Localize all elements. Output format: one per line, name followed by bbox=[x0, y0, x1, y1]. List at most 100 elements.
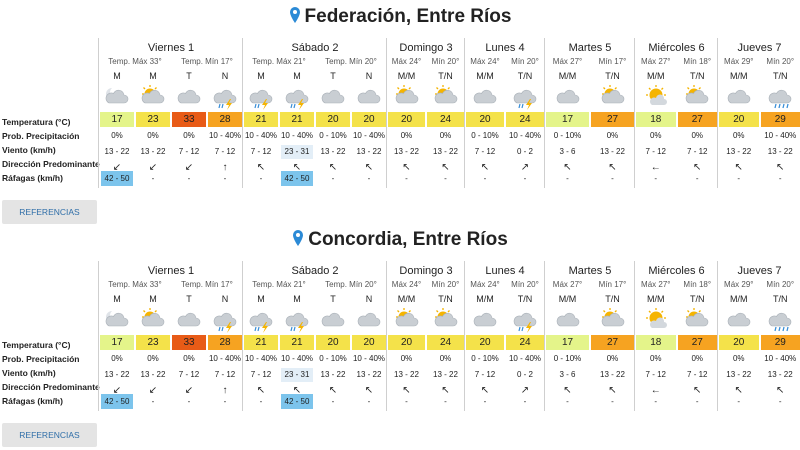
temp-min: Mín 18° bbox=[683, 57, 712, 66]
precipitation-cell: 10 - 40% bbox=[764, 354, 797, 363]
forecast-panel: Concordia, Entre Ríos Temperatura (°C) Pro… bbox=[0, 228, 800, 448]
location-title: Federación, Entre Ríos bbox=[0, 5, 800, 29]
day-name: Domingo 3 bbox=[399, 42, 453, 54]
precipitation-cell: 0% bbox=[649, 354, 662, 363]
partly-cloudy-icon bbox=[393, 84, 421, 108]
wind-cell: 7 - 12 bbox=[645, 147, 666, 156]
precipitation-cell: 10 - 40% bbox=[352, 354, 386, 363]
precipitation-cell: 10 - 40% bbox=[508, 354, 542, 363]
wind-direction-icon: ↙ bbox=[184, 385, 194, 396]
wind-direction-icon: ↖ bbox=[402, 162, 411, 173]
cloudy-icon bbox=[725, 84, 753, 108]
period-label: T/N bbox=[773, 294, 788, 304]
wind-cell: 7 - 12 bbox=[214, 147, 236, 156]
temperature-cell: 28 bbox=[208, 335, 242, 350]
period-column: T 20 0 - 10% 13 - 22 ↖ - bbox=[315, 261, 351, 411]
precipitation-cell: 0% bbox=[183, 131, 195, 140]
wind-direction-icon: ↙ bbox=[112, 385, 122, 396]
precipitation-cell: 0% bbox=[147, 131, 159, 140]
precipitation-cell: 10 - 40% bbox=[208, 354, 242, 363]
wind-direction-icon: ↖ bbox=[734, 385, 743, 396]
temperature-cell: 17 bbox=[100, 335, 134, 350]
partly-cloudy-icon bbox=[432, 307, 460, 331]
period-label: M/M bbox=[558, 71, 577, 81]
precipitation-cell: 0 - 10% bbox=[553, 131, 582, 140]
period-column: M/M 18 0% 7 - 12 ← - bbox=[635, 261, 677, 411]
wind-direction-icon: ↖ bbox=[328, 162, 338, 173]
gust-cell: - bbox=[187, 174, 191, 183]
period-label: N bbox=[221, 71, 229, 81]
temperature-cell: 33 bbox=[172, 335, 206, 350]
day-name: Miércoles 6 bbox=[648, 265, 705, 277]
period-label: T/N bbox=[773, 71, 788, 81]
cloudy-icon bbox=[175, 84, 203, 108]
period-column: T 20 0 - 10% 13 - 22 ↖ - bbox=[315, 38, 351, 188]
temperature-cell: 27 bbox=[677, 335, 717, 350]
wind-cell: 13 - 22 bbox=[767, 147, 793, 156]
row-label-wind: Viento (km/h) bbox=[2, 145, 56, 155]
wind-direction-icon: ↖ bbox=[608, 162, 617, 173]
temperature-cell: 18 bbox=[636, 112, 676, 127]
row-label-dir: Dirección Predominante bbox=[2, 382, 100, 392]
wind-cell: 13 - 22 bbox=[726, 147, 752, 156]
period-label: M bbox=[149, 294, 157, 304]
forecast-grid: Temperatura (°C) Prob. Precipitación Vient… bbox=[0, 38, 800, 188]
temp-max: Máx 24° bbox=[470, 280, 500, 289]
wind-direction-icon: ↖ bbox=[693, 385, 702, 396]
wind-cell: 7 - 12 bbox=[645, 370, 666, 379]
precipitation-cell: 0 - 10% bbox=[319, 354, 347, 363]
period-label: M/M bbox=[558, 294, 577, 304]
period-label: M bbox=[149, 71, 157, 81]
wind-cell: 7 - 12 bbox=[178, 147, 200, 156]
location-pin-icon bbox=[289, 7, 300, 23]
references-button[interactable]: REFERENCIAS bbox=[2, 423, 97, 447]
period-label: T/N bbox=[517, 294, 533, 304]
period-label: M/M bbox=[730, 294, 748, 304]
period-column: M 21 10 - 40% 7 - 12 ↖ - bbox=[243, 261, 279, 411]
references-button[interactable]: REFERENCIAS bbox=[2, 200, 97, 224]
wind-direction-icon: ↖ bbox=[608, 385, 617, 396]
gust-cell: - bbox=[331, 397, 335, 406]
wind-direction-icon: ↖ bbox=[364, 385, 374, 396]
precipitation-cell: 0 - 10% bbox=[471, 131, 499, 140]
storm-icon bbox=[247, 84, 275, 110]
period-label: T/N bbox=[517, 71, 533, 81]
wind-direction-icon: ↙ bbox=[148, 385, 158, 396]
wind-cell: 7 - 12 bbox=[178, 370, 200, 379]
period-label: T bbox=[186, 71, 192, 81]
period-column: T/N 29 10 - 40% 13 - 22 ↖ - bbox=[760, 261, 800, 411]
day-name: Viernes 1 bbox=[147, 265, 195, 277]
wind-cell: 13 - 22 bbox=[433, 370, 458, 379]
day-name: Viernes 1 bbox=[147, 42, 195, 54]
temp-min: Mín 20° bbox=[766, 57, 795, 66]
day-name: Domingo 3 bbox=[399, 265, 453, 277]
day-column: Martes 5 Máx 27° Mín 17° M/M 17 0 - 10% 3 - 6 ↖… bbox=[544, 261, 635, 411]
wind-direction-icon: ↙ bbox=[148, 162, 158, 173]
precipitation-cell: 10 - 40% bbox=[280, 354, 314, 363]
temperature-cell: 23 bbox=[136, 112, 170, 127]
precipitation-cell: 10 - 40% bbox=[508, 131, 542, 140]
temperature-cell: 23 bbox=[136, 335, 170, 350]
period-column: T/N 27 0% 7 - 12 ↖ - bbox=[677, 38, 719, 188]
temp-max: Máx 27° bbox=[641, 57, 671, 66]
period-column: T/N 29 10 - 40% 13 - 22 ↖ - bbox=[760, 38, 800, 188]
day-name: Lunes 4 bbox=[485, 42, 525, 54]
day-column: Jueves 7 Máx 29° Mín 20° M/M 20 0% 13 - 22 ↖ - T/… bbox=[717, 261, 800, 411]
row-label-prec: Prob. Precipitación bbox=[2, 354, 80, 364]
period-column: M/M 17 0 - 10% 3 - 6 ↖ - bbox=[545, 261, 590, 411]
partly-cloudy-icon bbox=[139, 84, 167, 108]
temp-min: Mín 20° bbox=[511, 280, 539, 289]
precipitation-cell: 0% bbox=[606, 354, 619, 363]
precipitation-cell: 0 - 10% bbox=[319, 131, 347, 140]
gust-cell: - bbox=[566, 174, 569, 183]
temperature-cell: 17 bbox=[546, 335, 589, 350]
temp-min: Mín 17° bbox=[598, 280, 627, 289]
wind-cell: 7 - 12 bbox=[687, 370, 708, 379]
temperature-cell: 28 bbox=[208, 112, 242, 127]
gust-cell: - bbox=[151, 397, 155, 406]
temperature-cell: 17 bbox=[100, 112, 134, 127]
day-name: Jueves 7 bbox=[737, 42, 782, 54]
period-label: T bbox=[330, 294, 336, 304]
day-name: Sábado 2 bbox=[291, 42, 339, 54]
period-column: N 28 10 - 40% 7 - 12 ↑ - bbox=[207, 38, 243, 188]
